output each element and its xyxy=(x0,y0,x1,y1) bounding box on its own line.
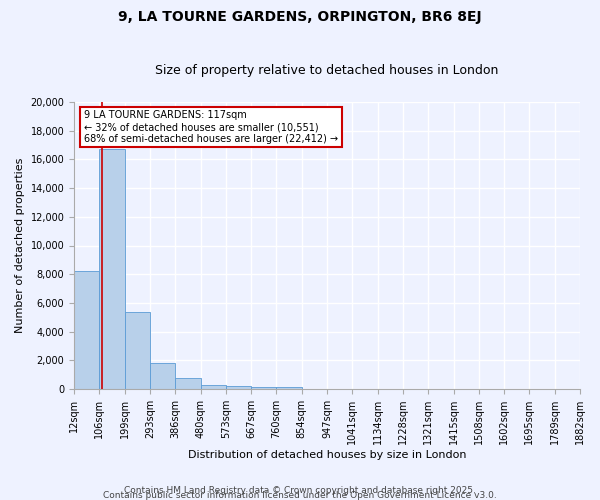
Bar xyxy=(226,386,251,389)
Bar xyxy=(125,312,150,389)
Title: Size of property relative to detached houses in London: Size of property relative to detached ho… xyxy=(155,64,499,77)
Text: Contains HM Land Registry data © Crown copyright and database right 2025.: Contains HM Land Registry data © Crown c… xyxy=(124,486,476,495)
Text: 9, LA TOURNE GARDENS, ORPINGTON, BR6 8EJ: 9, LA TOURNE GARDENS, ORPINGTON, BR6 8EJ xyxy=(118,10,482,24)
Text: 9 LA TOURNE GARDENS: 117sqm
← 32% of detached houses are smaller (10,551)
68% of: 9 LA TOURNE GARDENS: 117sqm ← 32% of det… xyxy=(84,110,338,144)
Y-axis label: Number of detached properties: Number of detached properties xyxy=(15,158,25,333)
Bar xyxy=(200,384,226,389)
Text: Contains public sector information licensed under the Open Government Licence v3: Contains public sector information licen… xyxy=(103,491,497,500)
Bar xyxy=(74,272,100,389)
X-axis label: Distribution of detached houses by size in London: Distribution of detached houses by size … xyxy=(188,450,466,460)
Bar xyxy=(175,378,200,389)
Bar xyxy=(150,362,175,389)
Bar xyxy=(251,386,277,389)
Bar xyxy=(100,149,125,389)
Bar xyxy=(277,388,302,389)
